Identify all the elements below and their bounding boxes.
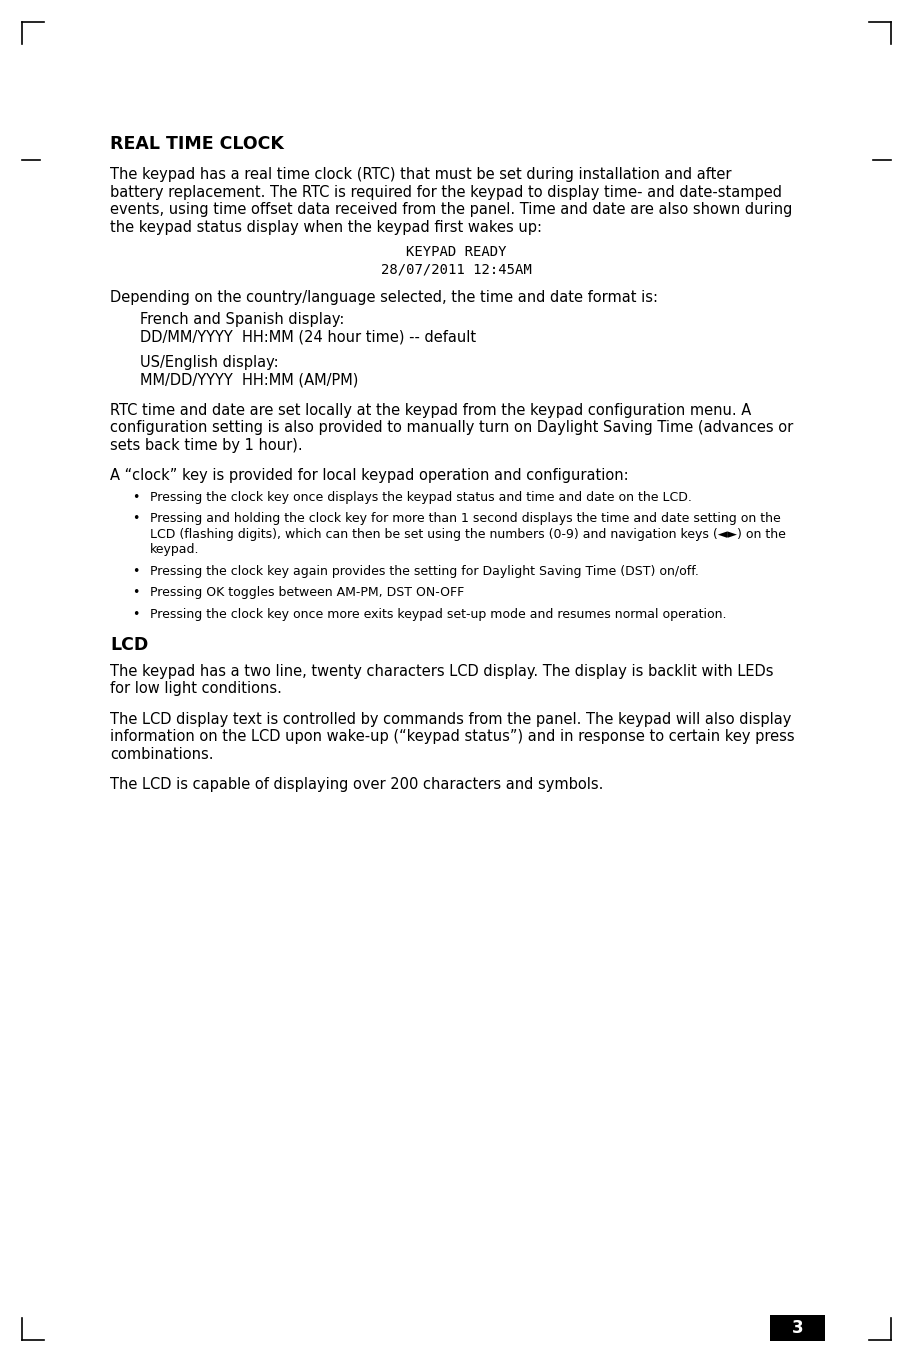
Text: information on the LCD upon wake-up (“keypad status”) and in response to certain: information on the LCD upon wake-up (“ke… [110,729,794,744]
Text: The keypad has a real time clock (RTC) that must be set during installation and : The keypad has a real time clock (RTC) t… [110,168,731,183]
Text: 3: 3 [792,1318,803,1337]
Text: LCD: LCD [110,636,148,654]
Text: Pressing the clock key once displays the keypad status and time and date on the : Pressing the clock key once displays the… [150,490,692,504]
Text: •: • [132,490,140,504]
Text: battery replacement. The RTC is required for the keypad to display time- and dat: battery replacement. The RTC is required… [110,184,782,199]
Text: •: • [132,607,140,621]
Text: Pressing the clock key once more exits keypad set-up mode and resumes normal ope: Pressing the clock key once more exits k… [150,607,727,621]
Text: French and Spanish display:: French and Spanish display: [140,312,344,327]
Text: REAL TIME CLOCK: REAL TIME CLOCK [110,135,284,153]
Text: MM/DD/YYYY  HH:MM (AM/PM): MM/DD/YYYY HH:MM (AM/PM) [140,372,359,387]
Text: A “clock” key is provided for local keypad operation and configuration:: A “clock” key is provided for local keyp… [110,469,629,484]
Text: •: • [132,565,140,577]
Text: Pressing OK toggles between AM-PM, DST ON-OFF: Pressing OK toggles between AM-PM, DST O… [150,586,464,599]
Text: Depending on the country/language selected, the time and date format is:: Depending on the country/language select… [110,290,658,305]
Text: Pressing and holding the clock key for more than 1 second displays the time and : Pressing and holding the clock key for m… [150,512,781,526]
Text: •: • [132,586,140,599]
Text: for low light conditions.: for low light conditions. [110,681,282,696]
FancyBboxPatch shape [770,1314,825,1342]
Text: US/English display:: US/English display: [140,354,278,369]
Text: The LCD is capable of displaying over 200 characters and symbols.: The LCD is capable of displaying over 20… [110,778,603,793]
Text: The keypad has a two line, twenty characters LCD display. The display is backlit: The keypad has a two line, twenty charac… [110,663,773,678]
Text: combinations.: combinations. [110,746,214,761]
Text: RTC time and date are set locally at the keypad from the keypad configuration me: RTC time and date are set locally at the… [110,403,751,418]
Text: the keypad status display when the keypad ﬁrst wakes up:: the keypad status display when the keypa… [110,219,542,234]
Text: 28/07/2011 12:45AM: 28/07/2011 12:45AM [381,263,532,276]
Text: The LCD display text is controlled by commands from the panel. The keypad will a: The LCD display text is controlled by co… [110,712,792,727]
Text: Pressing the clock key again provides the setting for Daylight Saving Time (DST): Pressing the clock key again provides th… [150,565,698,577]
Text: sets back time by 1 hour).: sets back time by 1 hour). [110,437,302,452]
Text: •: • [132,512,140,526]
Text: events, using time offset data received from the panel. Time and date are also s: events, using time offset data received … [110,202,792,217]
Text: configuration setting is also provided to manually turn on Daylight Saving Time : configuration setting is also provided t… [110,421,793,436]
Text: KEYPAD READY: KEYPAD READY [406,245,507,259]
Text: keypad.: keypad. [150,543,200,556]
Text: LCD (flashing digits), which can then be set using the numbers (0-9) and navigat: LCD (flashing digits), which can then be… [150,527,786,541]
Text: DD/MM/YYYY  HH:MM (24 hour time) -- default: DD/MM/YYYY HH:MM (24 hour time) -- defau… [140,330,476,345]
